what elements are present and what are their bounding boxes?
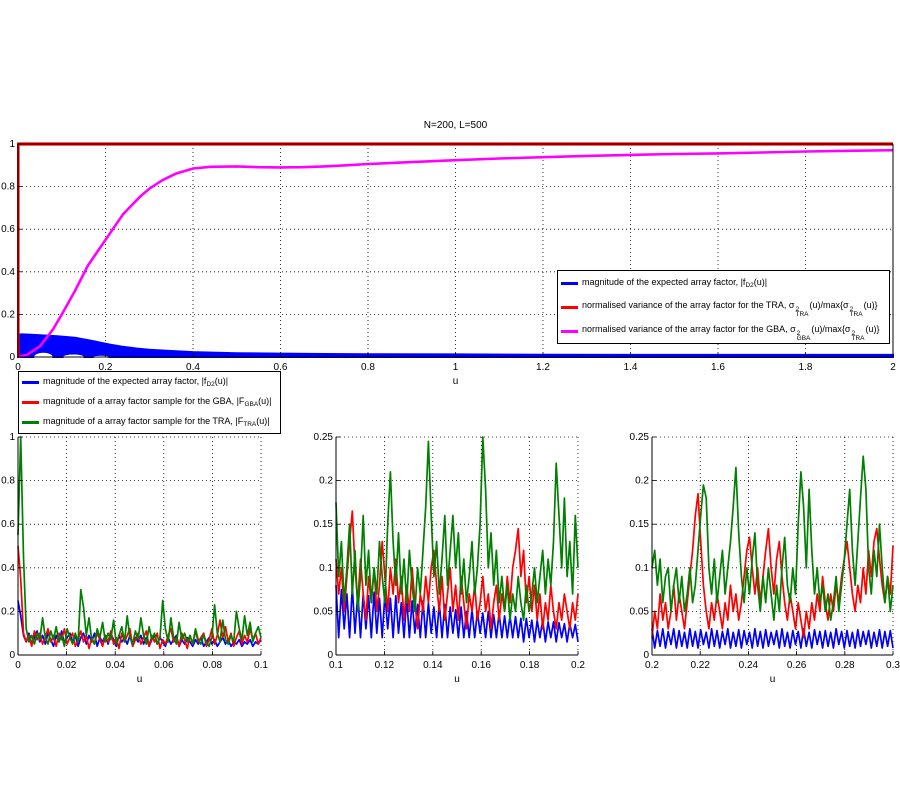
blue-line-sample [561, 281, 578, 285]
svg-text:0.14: 0.14 [423, 660, 443, 671]
svg-text:0.6: 0.6 [1, 519, 15, 530]
svg-text:0.08: 0.08 [203, 660, 223, 671]
svg-text:0.15: 0.15 [630, 519, 650, 530]
legend-item-label: normalised variance of the array factor … [582, 299, 878, 318]
legend-top: magnitude of the expected array factor, … [557, 270, 890, 344]
svg-text:0.12: 0.12 [375, 660, 395, 671]
svg-text:0.8: 0.8 [361, 362, 375, 373]
svg-text:0.16: 0.16 [471, 660, 491, 671]
svg-text:0.25: 0.25 [630, 432, 650, 443]
svg-text:1.6: 1.6 [711, 362, 725, 373]
red-line-sample [22, 400, 39, 404]
svg-text:0.15: 0.15 [314, 519, 334, 530]
svg-text:0: 0 [643, 650, 649, 661]
svg-text:0.4: 0.4 [1, 267, 15, 278]
svg-text:0.26: 0.26 [787, 660, 807, 671]
svg-text:0.2: 0.2 [571, 660, 585, 671]
svg-text:0.22: 0.22 [690, 660, 710, 671]
legend-item-label: magnitude of a array factor sample for t… [43, 396, 272, 408]
svg-text:1.2: 1.2 [536, 362, 550, 373]
svg-text:0.4: 0.4 [1, 563, 15, 574]
svg-text:0.1: 0.1 [254, 660, 268, 671]
svg-text:0.6: 0.6 [1, 224, 15, 235]
svg-text:0.2: 0.2 [645, 660, 659, 671]
legend-bottom: magnitude of the expected array factor, … [18, 371, 281, 434]
svg-text:0.8: 0.8 [1, 182, 15, 193]
svg-text:0.8: 0.8 [1, 476, 15, 487]
svg-text:1: 1 [9, 432, 15, 443]
legend-item: magnitude of the expected array factor, … [558, 271, 889, 295]
svg-text:u: u [770, 674, 776, 685]
blue-line-sample [22, 380, 39, 384]
svg-text:u: u [454, 674, 460, 685]
svg-text:0: 0 [9, 352, 15, 363]
svg-text:0.04: 0.04 [105, 660, 125, 671]
subplot-left: 0 0.02 0.04 0.06 0.08 0.1 0 0.2 0.4 0.6 0.8 1 u [0, 425, 300, 690]
svg-text:0.05: 0.05 [314, 606, 334, 617]
magenta-line-sample [561, 329, 578, 333]
svg-text:0.24: 0.24 [739, 660, 759, 671]
svg-text:2: 2 [890, 362, 896, 373]
svg-text:0.05: 0.05 [630, 606, 650, 617]
top-chart: 0 0.2 0.4 0.6 0.8 1 1.2 1.4 1.6 1.8 2 0 0.2 0.4 0.6 0.8… [0, 120, 900, 388]
legend-item: magnitude of a array factor sample for t… [19, 412, 280, 432]
subplot-right: 0.2 0.22 0.24 0.26 0.28 0.3 0 0.05 0.1 0.15 0.2 0.2… [616, 425, 900, 690]
svg-text:0.1: 0.1 [319, 563, 333, 574]
svg-text:1: 1 [9, 139, 15, 150]
plot-title: N=200, L=500 [423, 120, 488, 131]
svg-text:0.28: 0.28 [835, 660, 855, 671]
svg-text:0: 0 [15, 362, 21, 373]
svg-text:0.02: 0.02 [57, 660, 77, 671]
legend-item: magnitude of the expected array factor, … [19, 372, 280, 392]
legend-item-label: magnitude of the expected array factor, … [43, 376, 229, 388]
svg-text:0: 0 [15, 660, 21, 671]
red-line-sample [561, 305, 578, 309]
svg-text:0.4: 0.4 [186, 362, 200, 373]
svg-text:1.8: 1.8 [799, 362, 813, 373]
svg-text:0.2: 0.2 [319, 476, 333, 487]
legend-item-label: normalised variance of the array factor … [582, 323, 880, 342]
legend-item-label: magnitude of a array factor sample for t… [43, 416, 270, 428]
svg-text:0.2: 0.2 [99, 362, 113, 373]
svg-text:1: 1 [453, 362, 459, 373]
subplot-middle: 0.1 0.12 0.14 0.16 0.18 0.2 0 0.05 0.1 0.15 0.2 0.2… [300, 425, 600, 690]
svg-text:0.1: 0.1 [329, 660, 343, 671]
svg-text:0: 0 [327, 650, 333, 661]
svg-text:0.25: 0.25 [314, 432, 334, 443]
legend-item-label: magnitude of the expected array factor, … [582, 277, 768, 289]
svg-text:0.6: 0.6 [274, 362, 288, 373]
svg-text:0.3: 0.3 [886, 660, 900, 671]
svg-text:u: u [137, 674, 143, 685]
svg-text:0.1: 0.1 [635, 563, 649, 574]
legend-item: normalised variance of the array factor … [558, 295, 889, 319]
svg-text:0.06: 0.06 [154, 660, 174, 671]
svg-text:1.4: 1.4 [624, 362, 638, 373]
legend-item: normalised variance of the array factor … [558, 319, 889, 343]
green-line-sample [22, 420, 39, 424]
svg-text:0.2: 0.2 [1, 606, 15, 617]
svg-text:0.2: 0.2 [1, 309, 15, 320]
svg-text:u: u [453, 376, 459, 387]
svg-text:0: 0 [9, 650, 15, 661]
legend-item: magnitude of a array factor sample for t… [19, 392, 280, 412]
svg-text:0.18: 0.18 [520, 660, 540, 671]
svg-text:0.2: 0.2 [635, 476, 649, 487]
